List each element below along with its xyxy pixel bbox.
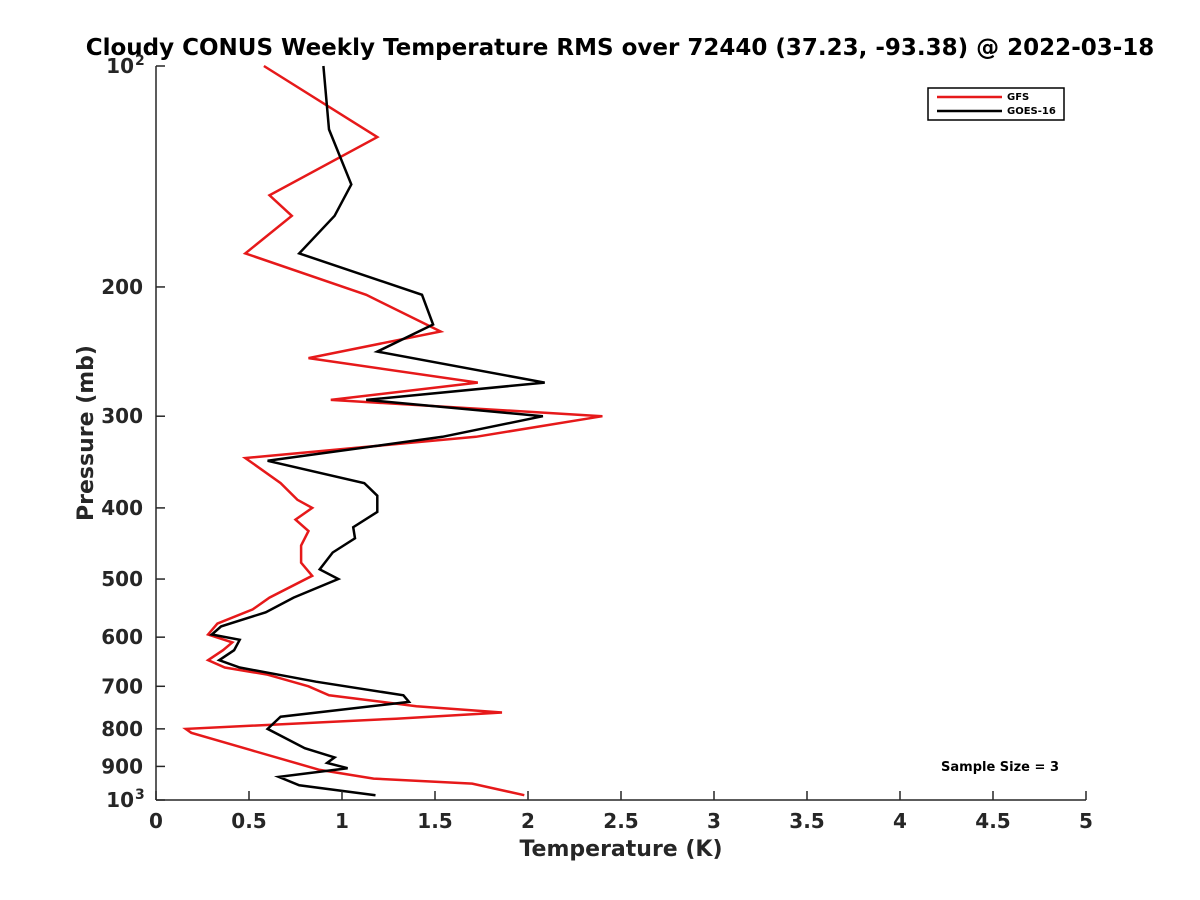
x-tick-label: 1.5: [417, 809, 452, 833]
x-tick-label: 5: [1079, 809, 1093, 833]
plot-area: [156, 66, 1086, 800]
y-tick-label: 10: [106, 54, 134, 78]
x-tick-label: 4: [893, 809, 907, 833]
sample-size-annotation: Sample Size = 3: [941, 760, 1059, 775]
x-tick-label: 1: [335, 809, 349, 833]
y-tick-label: 400: [101, 496, 143, 520]
x-tick-label: 0.5: [231, 809, 266, 833]
legend: GFS GOES-16: [927, 87, 1065, 121]
y-tick-label: 200: [101, 275, 143, 299]
y-axis-label: Pressure (mb): [74, 345, 99, 521]
y-tick-exponent: 2: [135, 53, 145, 69]
x-axis-ticks: 0 0.5 1 1.5 2 2.5 3 3.5 4 4.5 5: [149, 791, 1093, 833]
chart-title: Cloudy CONUS Weekly Temperature RMS over…: [86, 35, 1155, 61]
series-layer: [182, 64, 603, 797]
x-tick-label: 3.5: [789, 809, 824, 833]
y-tick-label: 500: [101, 567, 143, 591]
x-tick-label: 3: [707, 809, 721, 833]
x-tick-label: 4.5: [975, 809, 1010, 833]
x-tick-label: 0: [149, 809, 163, 833]
legend-box: [927, 87, 1065, 121]
legend-label-gfs: GFS: [1007, 92, 1029, 103]
y-tick-label: 600: [101, 625, 143, 649]
y-tick-label: 900: [101, 754, 143, 778]
series-line-gfs: [182, 64, 603, 797]
y-tick-label: 300: [101, 404, 143, 428]
y-tick-exponent: 3: [135, 787, 145, 803]
x-tick-label: 2.5: [603, 809, 638, 833]
y-tick-label: 700: [101, 674, 143, 698]
y-tick-label: 800: [101, 717, 143, 741]
x-tick-label: 2: [521, 809, 535, 833]
y-tick-label: 10: [106, 788, 134, 812]
series-line-goes16: [209, 65, 545, 797]
x-axis-label: Temperature (K): [519, 837, 722, 862]
legend-label-goes16: GOES-16: [1007, 106, 1056, 117]
